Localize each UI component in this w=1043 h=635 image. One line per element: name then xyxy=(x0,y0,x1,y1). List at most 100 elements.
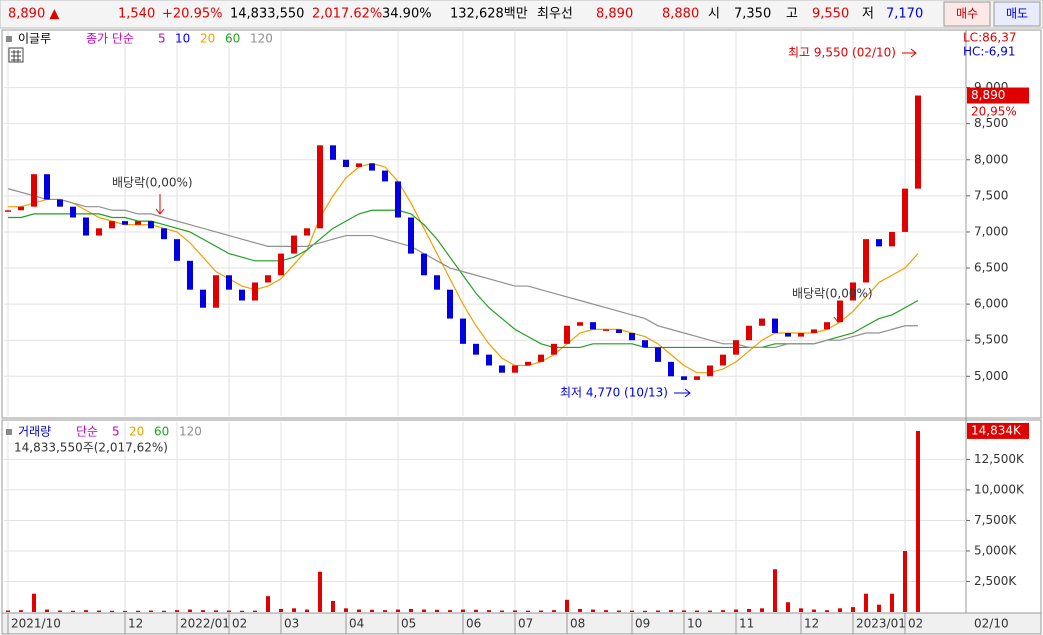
volume-bar xyxy=(318,571,322,612)
volume-bar xyxy=(58,610,62,612)
sell-button[interactable] xyxy=(993,1,1041,27)
buy-label[interactable]: 매수 xyxy=(956,7,978,21)
hc: HC:-6,91 xyxy=(963,45,1016,59)
price-bar xyxy=(18,206,24,211)
last-value-label: 8,890 xyxy=(971,88,1005,102)
price-bar xyxy=(616,329,622,333)
volume-bar xyxy=(383,610,387,612)
x-tick-label: 02 xyxy=(232,617,247,631)
price-bar xyxy=(889,231,895,247)
high-note: 최고 9,550 (02/10) xyxy=(788,46,896,60)
volume-bar xyxy=(474,609,478,612)
volume-bar xyxy=(903,550,907,612)
volume: 14,833,550 xyxy=(230,7,304,22)
volume-bar xyxy=(890,593,894,612)
best-label: 최우선 xyxy=(537,7,573,22)
volume-bar xyxy=(279,608,283,612)
volume-bar xyxy=(773,569,777,612)
price-bar xyxy=(382,170,388,182)
volume-bar xyxy=(6,610,10,612)
volume-bar xyxy=(708,610,712,612)
high-arrow xyxy=(902,48,917,58)
volume-bar xyxy=(721,610,725,612)
price-bar xyxy=(785,332,791,337)
price-bar xyxy=(122,221,128,225)
volume-bar xyxy=(799,608,803,612)
sell-label[interactable]: 매도 xyxy=(1006,7,1028,21)
x-tick-label: 11 xyxy=(739,617,754,631)
volume-bar xyxy=(110,610,114,612)
price-bar xyxy=(369,163,375,171)
volume-bar xyxy=(825,610,829,612)
price-bar xyxy=(759,318,765,326)
lc: LC:86,37 xyxy=(963,31,1016,45)
price-bar xyxy=(512,365,518,373)
price-bar xyxy=(811,329,817,333)
price-bar xyxy=(876,239,882,247)
volume-bar xyxy=(188,609,192,612)
open-label: 시 xyxy=(708,7,720,22)
legend-period: 120 xyxy=(179,425,202,439)
legend-period: 20 xyxy=(200,32,215,46)
price-bar xyxy=(564,325,570,344)
price-bar xyxy=(798,332,804,337)
price-bar xyxy=(746,325,752,341)
volume-bar xyxy=(448,610,452,612)
y-tick-label: 6,000 xyxy=(974,297,1008,311)
price-bar xyxy=(863,239,869,283)
legend-period: 120 xyxy=(250,32,273,46)
low: 7,170 xyxy=(886,7,923,22)
price-bar xyxy=(213,275,219,308)
legend-title: 거래량 xyxy=(18,425,51,439)
volume-bar xyxy=(370,609,374,612)
volume-bar xyxy=(175,610,179,612)
volume-bar xyxy=(734,609,738,612)
volume-bar xyxy=(84,610,88,612)
price-bar xyxy=(421,253,427,276)
volume-bar xyxy=(617,610,621,612)
moving-average xyxy=(8,209,919,349)
volume-bar xyxy=(45,609,49,612)
y-tick-label: 7,500 xyxy=(974,188,1008,202)
price-bar xyxy=(161,228,167,240)
volume-bar xyxy=(760,608,764,612)
volume-bar xyxy=(240,610,244,612)
last-value-box xyxy=(967,422,1029,439)
price-bar xyxy=(148,221,154,229)
price-bar xyxy=(304,228,310,236)
high: 9,550 xyxy=(812,7,849,22)
y-tick-label: 8,500 xyxy=(974,116,1008,130)
last-date: 02/10 xyxy=(974,617,1009,631)
price-bar xyxy=(694,376,700,380)
y-tick-label: 6,500 xyxy=(974,261,1008,275)
y-tick-label: 8,000 xyxy=(974,152,1008,166)
volume-bar xyxy=(32,593,36,612)
price-bar xyxy=(629,332,635,341)
price-bar xyxy=(174,239,180,261)
high-label: 고 xyxy=(786,7,798,22)
price-bar xyxy=(473,343,479,355)
volume-bar xyxy=(435,609,439,612)
price-bar xyxy=(837,300,843,323)
best-ask: 8,890 xyxy=(596,7,633,22)
volume-bar xyxy=(19,610,23,612)
volume-bar xyxy=(539,610,543,612)
moving-average xyxy=(7,188,918,349)
volume-bar xyxy=(201,610,205,612)
price-bar xyxy=(655,347,661,362)
y-tick-label: 7,500K xyxy=(974,513,1017,527)
price-bar xyxy=(187,260,193,290)
x-tick-label: 09 xyxy=(635,617,650,631)
buy-button[interactable] xyxy=(943,1,991,27)
y-tick-label: 5,000K xyxy=(974,543,1017,557)
volume-bar xyxy=(266,596,270,612)
volume-bar xyxy=(214,610,218,612)
price-bar xyxy=(733,340,739,355)
volume-bar xyxy=(656,610,660,612)
legend-marker xyxy=(6,36,12,42)
low-arrow xyxy=(674,388,691,398)
legend-period: 5 xyxy=(112,425,120,439)
price-bar xyxy=(343,159,349,167)
price-bar xyxy=(590,322,596,330)
